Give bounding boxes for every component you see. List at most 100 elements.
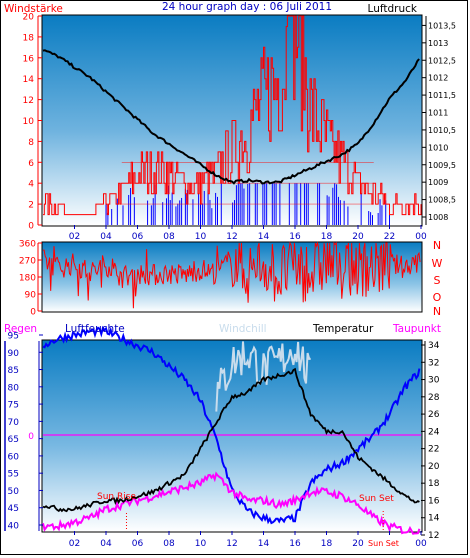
compass-label-n-top: N — [433, 239, 441, 252]
wind-y-tick-label: 8 — [28, 138, 34, 148]
wind-x-tick-label: 00 — [415, 232, 427, 242]
direction-y-tick-label: 180 — [19, 274, 36, 284]
wind-x-tick-label: 20 — [352, 232, 364, 242]
humidity-y-tick-label: 60 — [8, 452, 20, 462]
direction-y-tick-label: 360 — [19, 240, 36, 250]
temperature-y-tick-label: 34 — [428, 341, 440, 351]
wind-x-tick-label: 08 — [163, 232, 175, 242]
compass-label-w: W — [432, 257, 443, 270]
wind-direction-plot — [43, 241, 421, 309]
sun-set-label: Sun Set — [359, 494, 394, 504]
axes-layer: 0246810121416182010081008,510091009,5101… — [4, 13, 456, 549]
compass-label-o: O — [433, 291, 442, 304]
pressure-y-tick-label: 1012,5 — [428, 56, 456, 65]
wind-y-tick-label: 20 — [23, 13, 35, 23]
temperature-y-tick-label: 26 — [428, 410, 440, 420]
climate-x-tick-label: 20 — [352, 539, 364, 549]
windchill-series-line — [215, 341, 311, 412]
temperature-y-tick-label: 22 — [428, 445, 439, 455]
humidity-y-tick-label: 70 — [8, 418, 20, 428]
legend-temperature: Temperatur — [312, 323, 374, 335]
climate-x-tick-label: 00 — [415, 539, 427, 549]
wind-y-tick-label: 10 — [23, 117, 35, 127]
humidity-y-tick-label: 80 — [8, 383, 20, 393]
pressure-y-tick-label: 1009,5 — [428, 161, 456, 170]
legend-dewpoint: Taupunkt — [392, 323, 441, 335]
wind-x-tick-label: 04 — [100, 232, 112, 242]
climate-x-tick-label: 16 — [289, 539, 301, 549]
temperature-y-tick-label: 12 — [428, 531, 439, 541]
climate-x-tick-label: 14 — [258, 539, 270, 549]
wind-pressure-plot — [42, 15, 422, 225]
temperature-y-tick-label: 16 — [428, 496, 440, 506]
climate-x-tick-label: 12 — [226, 539, 237, 549]
pressure-series-line — [42, 49, 420, 185]
temperature-y-tick-label: 18 — [428, 479, 440, 489]
wind-y-tick-label: 14 — [23, 75, 35, 85]
wind-y-tick-label: 4 — [28, 180, 34, 190]
climate-x-tick-label: 02 — [69, 539, 80, 549]
temperature-y-tick-label: 14 — [428, 514, 440, 524]
sun-rise-label: Sun Rise — [97, 492, 136, 502]
wind-axis-title: Windstärke — [4, 3, 63, 15]
humidity-y-tick-label: 85 — [8, 366, 19, 376]
temperature-y-tick-label: 32 — [428, 358, 439, 368]
pressure-y-tick-label: 1008 — [428, 213, 448, 222]
pressure-y-tick-label: 1012 — [428, 74, 448, 83]
direction-y-tick-label: 90 — [25, 291, 37, 301]
wind-direction-line — [43, 241, 421, 309]
humidity-y-tick-label: 65 — [8, 435, 19, 445]
humidity-y-tick-label: 95 — [8, 332, 19, 342]
pressure-y-tick-label: 1010 — [428, 143, 448, 152]
temperature-y-tick-label: 28 — [428, 393, 440, 403]
climate-x-tick-label: 06 — [132, 539, 144, 549]
climate-x-tick-label: Sun Set — [368, 539, 399, 548]
rain-value-label: 0 — [28, 432, 34, 442]
wind-x-tick-label: 18 — [321, 232, 333, 242]
humidity-y-tick-label: 45 — [8, 504, 19, 514]
dewpoint-series-line — [42, 471, 421, 535]
pressure-y-tick-label: 1013 — [428, 39, 448, 48]
wind-y-tick-label: 12 — [23, 96, 34, 106]
humidity-y-tick-label: 75 — [8, 401, 19, 411]
climate-x-tick-label: 10 — [195, 539, 207, 549]
temperature-y-tick-label: 24 — [428, 427, 440, 437]
chart-title: 24 hour graph day : 06 Juli 2011 — [162, 1, 332, 13]
legend-humidity: Luftfeuchte — [65, 323, 125, 335]
wind-x-tick-label: 10 — [195, 232, 207, 242]
wind-y-tick-label: 0 — [28, 222, 34, 232]
climate-x-tick-label: 04 — [100, 539, 112, 549]
direction-y-tick-label: 270 — [19, 257, 36, 267]
pressure-y-tick-label: 1013,5 — [428, 21, 456, 30]
wind-y-tick-label: 2 — [28, 201, 34, 211]
pressure-y-tick-label: 1011,5 — [428, 91, 456, 100]
humidity-y-tick-label: 40 — [8, 522, 20, 532]
temperature-series-line — [42, 367, 420, 513]
temperature-y-tick-label: 30 — [428, 376, 440, 386]
pressure-y-tick-label: 1008,5 — [428, 196, 456, 205]
wind-x-tick-label: 22 — [384, 232, 395, 242]
wind-y-tick-label: 18 — [23, 33, 35, 43]
wind-x-tick-label: 02 — [69, 232, 80, 242]
pressure-y-tick-label: 1010,5 — [428, 126, 456, 135]
climate-x-tick-label: 08 — [163, 539, 175, 549]
humidity-series-line — [42, 325, 421, 525]
humidity-y-tick-label: 90 — [8, 349, 20, 359]
pressure-y-tick-label: 1011 — [428, 109, 448, 118]
compass-label-n-bottom: N — [433, 305, 441, 318]
compass-label-s: S — [434, 274, 441, 287]
wind-x-tick-label: 16 — [289, 232, 301, 242]
temperature-y-tick-label: 20 — [428, 462, 440, 472]
wind-x-tick-label: 14 — [258, 232, 270, 242]
direction-y-tick-label: 0 — [30, 308, 36, 318]
wind-x-tick-label: 12 — [226, 232, 237, 242]
legend-rain: Regen — [4, 323, 37, 335]
wind-y-tick-label: 16 — [23, 54, 35, 64]
climate-plot — [42, 325, 421, 535]
legend-windchill: Windchill — [219, 323, 267, 335]
wind-y-tick-label: 6 — [28, 159, 34, 169]
wind-x-tick-label: 06 — [132, 232, 144, 242]
humidity-y-tick-label: 55 — [8, 470, 19, 480]
pressure-y-tick-label: 1009 — [428, 178, 448, 187]
